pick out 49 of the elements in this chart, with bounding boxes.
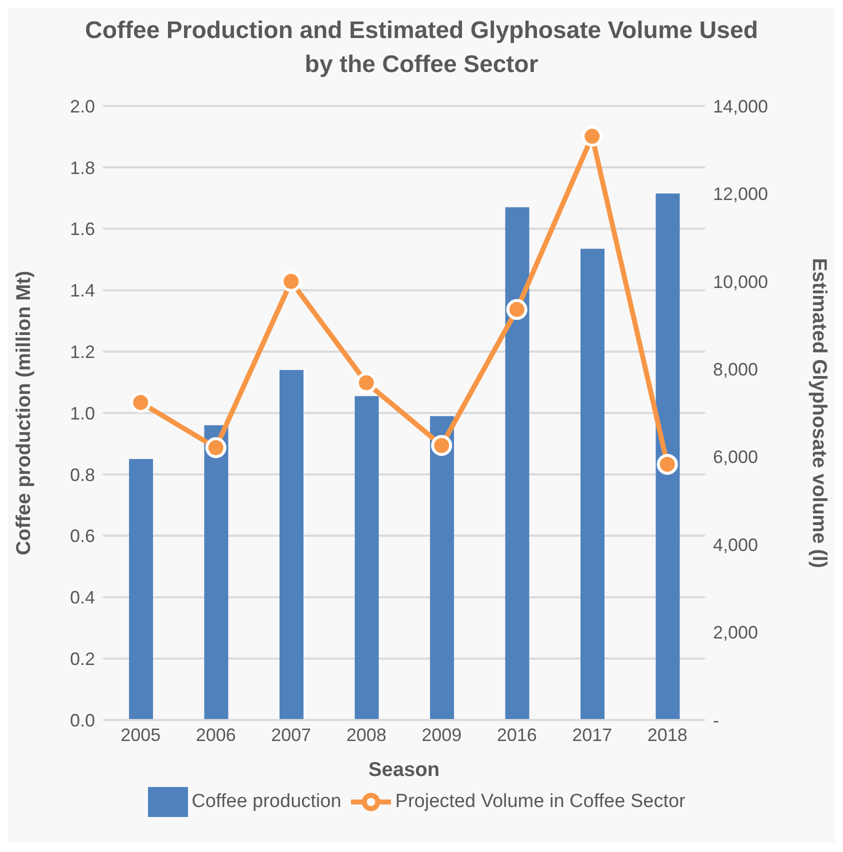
- y-tick-label: 2.0: [70, 96, 95, 116]
- y2-tick-label: 10,000: [713, 272, 768, 292]
- y-tick-label: 1.8: [70, 158, 95, 178]
- bar: [280, 370, 304, 720]
- bar: [354, 396, 379, 720]
- y2-tick-label: 4,000: [713, 534, 758, 555]
- point: [656, 454, 678, 475]
- y-tick-label: 1.6: [70, 219, 95, 240]
- bar: [129, 459, 153, 720]
- point: [280, 270, 302, 292]
- y-axis-title: Coffee production (million Mt): [13, 270, 36, 556]
- x-tick-label: 2017: [572, 724, 612, 745]
- x-axis-title: Season: [368, 759, 440, 781]
- x-tick-label: 2005: [120, 724, 161, 745]
- legend-label: Coffee production: [192, 791, 342, 812]
- point: [356, 372, 377, 394]
- y-tick-label: 0.2: [70, 648, 95, 669]
- point: [582, 126, 603, 147]
- bar: [430, 416, 454, 720]
- point: [506, 298, 528, 320]
- x-tick-label: 2007: [271, 724, 312, 745]
- x-tick-label: 2016: [496, 724, 537, 745]
- y2-tick-label: 6,000: [713, 447, 758, 468]
- y-tick-label: 0.6: [70, 526, 95, 546]
- point: [205, 437, 226, 458]
- y2-tick-label: -: [713, 710, 719, 730]
- y-tick-label: 0.0: [70, 710, 95, 730]
- x-tick-label: 2008: [346, 724, 386, 745]
- legend-label: Projected Volume in Coffee Sector: [395, 791, 686, 812]
- y2-tick-label: 8,000: [713, 360, 758, 380]
- x-tick-label: 2018: [647, 724, 688, 745]
- y-tick-label: 1.0: [70, 403, 95, 424]
- x-tick-label: 2009: [422, 724, 462, 745]
- y2-tick-label: 14,000: [713, 96, 768, 116]
- y2-tick-label: 12,000: [713, 184, 768, 204]
- x-tick-label: 2006: [196, 724, 236, 745]
- y-tick-label: 0.8: [70, 464, 95, 485]
- bar: [580, 248, 604, 720]
- y2-axis-title: Estimated Glyphosate volume (l): [808, 258, 830, 568]
- bar: [505, 207, 530, 720]
- y-tick-label: 0.4: [70, 588, 95, 608]
- y-tick-label: 1.2: [70, 342, 95, 362]
- chart-title: Coffee Production and Estimated Glyphosate Volume Used by the Coffee Sector: [84, 16, 759, 80]
- y-tick-label: 1.4: [70, 280, 95, 301]
- point: [130, 392, 152, 413]
- bar: [204, 425, 228, 720]
- y2-tick-label: 2,000: [713, 622, 758, 643]
- bar: [656, 193, 680, 720]
- point: [431, 434, 452, 456]
